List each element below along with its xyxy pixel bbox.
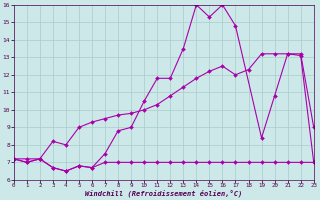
X-axis label: Windchill (Refroidissement éolien,°C): Windchill (Refroidissement éolien,°C) <box>85 190 242 197</box>
